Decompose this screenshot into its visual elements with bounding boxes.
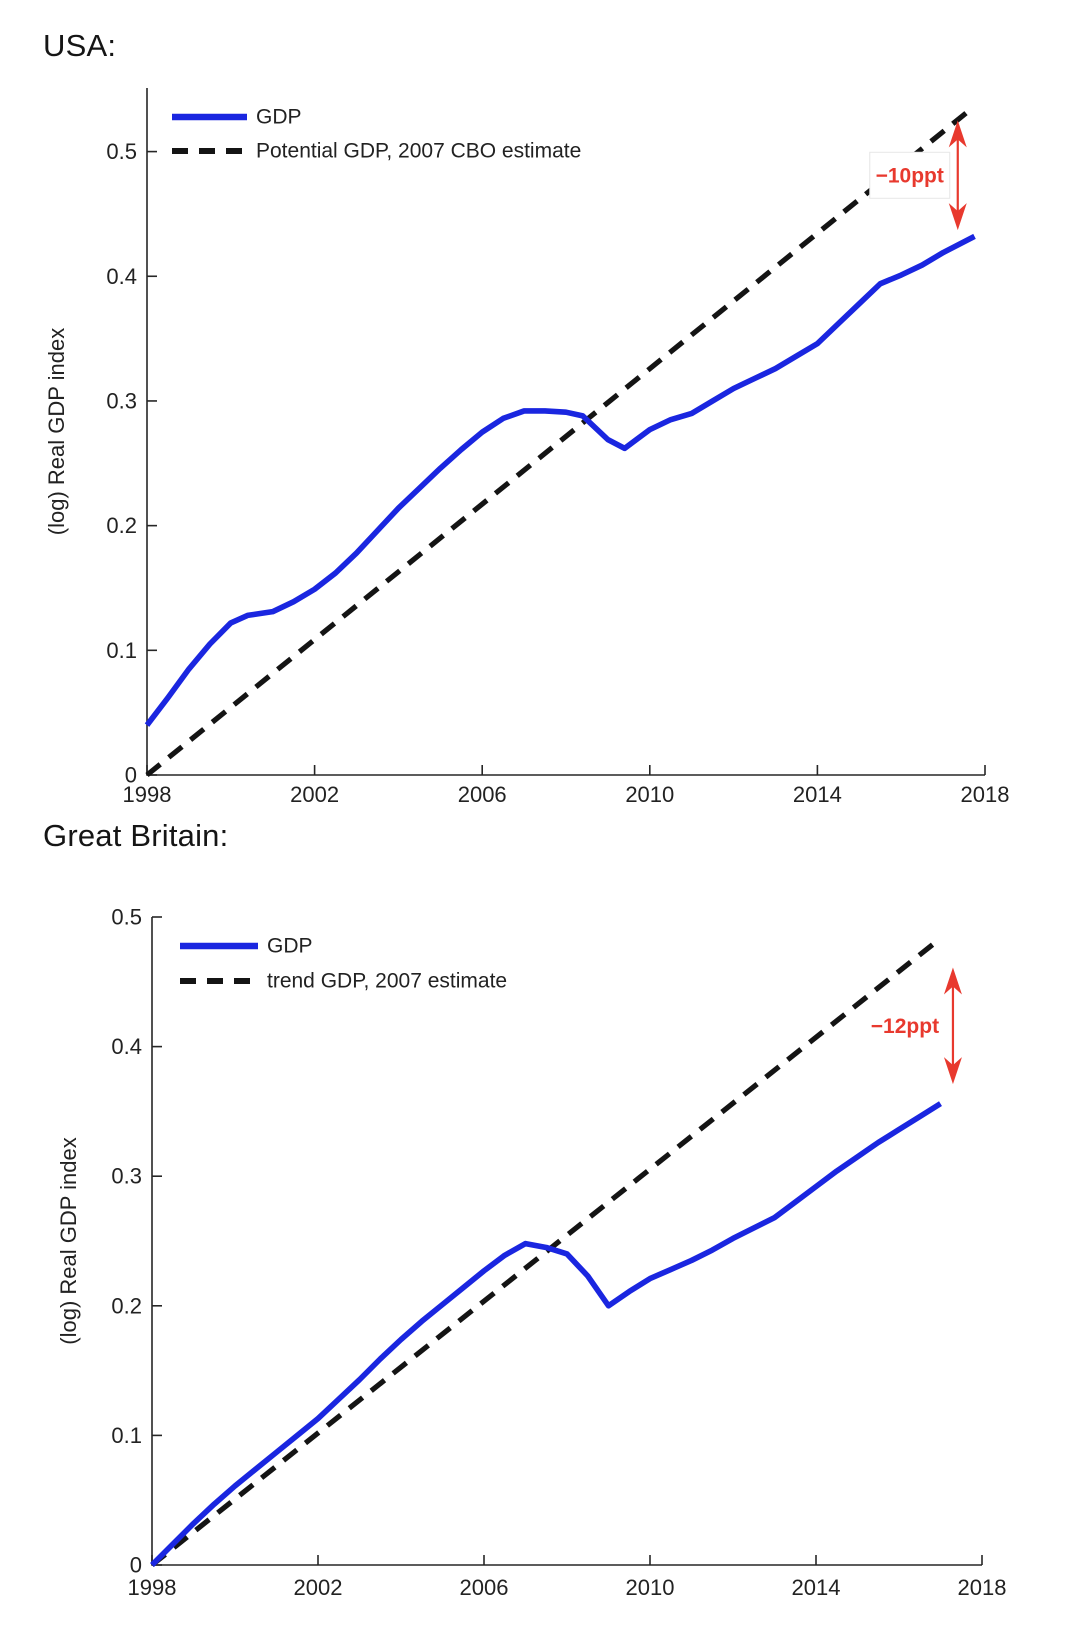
legend-trend-label: trend GDP, 2007 estimate: [267, 970, 507, 993]
y-tick-label: 0.5: [106, 139, 137, 164]
great-britain-chart: 1998 2002 2006 2010 2014 2018 0 0.1 0.2 0.3 0.4 0.5…: [56, 905, 1006, 1601]
axes-spines: [146, 88, 985, 776]
legend-trend-label: Potential GDP, 2007 CBO estimate: [256, 140, 581, 163]
x-tick-label: 2018: [958, 1575, 1007, 1600]
gap-arrowhead-up: [948, 120, 967, 148]
gdp-line: [150, 1101, 942, 1567]
gap-arrowhead-down: [943, 1057, 962, 1085]
annotation-box: [869, 151, 951, 199]
x-tick-label: 2006: [458, 782, 507, 807]
x-tick-label: 2018: [961, 782, 1010, 807]
y-tick-label: 0.4: [111, 1034, 142, 1059]
x-tick-label: 2010: [625, 782, 674, 807]
legend-gdp-label: GDP: [267, 935, 313, 958]
gap-annotation-label: −10ppt: [876, 164, 944, 187]
y-tick-label: 0.2: [111, 1293, 142, 1318]
chart-title-usa: USA:: [43, 28, 117, 63]
y-tick-label: 0: [125, 763, 137, 788]
gap-annotation-label: −12ppt: [871, 1015, 939, 1038]
x-tick-label: 2002: [290, 782, 339, 807]
x-tick-label: 2002: [294, 1575, 343, 1600]
y-tick-label: 0.1: [111, 1423, 142, 1448]
y-tick-label: 0.5: [111, 905, 142, 930]
axes-spines: [151, 917, 982, 1566]
y-tick-label: 0: [130, 1553, 142, 1578]
gdp-line: [144, 233, 976, 727]
usa-chart: 1998 2002 2006 2010 2014 2018 0 0.1 0.2 0.3 0.4 0.5…: [44, 88, 1009, 807]
x-tick-label: 1998: [123, 782, 172, 807]
x-tick-label: 2014: [792, 1575, 841, 1600]
potential-gdp-line: [145, 105, 975, 778]
legend-gdp-label: GDP: [256, 106, 302, 129]
x-tick-label: 2010: [626, 1575, 675, 1600]
potential-gdp-line: [150, 939, 938, 1568]
y-tick-label: 0.2: [106, 513, 137, 538]
gap-arrowhead-up: [943, 967, 962, 995]
y-tick-label: 0.3: [111, 1164, 142, 1189]
chart-title-great-britain: Great Britain:: [43, 818, 229, 853]
y-tick-label: 0.4: [106, 264, 137, 289]
x-tick-label: 2014: [793, 782, 842, 807]
y-axis-label: (log) Real GDP index: [44, 328, 69, 535]
y-tick-label: 0.3: [106, 388, 137, 413]
x-tick-label: 2006: [460, 1575, 509, 1600]
x-tick-label: 1998: [128, 1575, 177, 1600]
y-axis-label: (log) Real GDP index: [56, 1137, 81, 1344]
gap-arrowhead-down: [948, 203, 967, 231]
y-tick-label: 0.1: [106, 638, 137, 663]
